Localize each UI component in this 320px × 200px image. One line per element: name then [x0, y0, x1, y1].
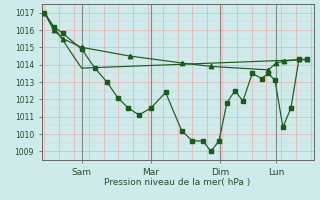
X-axis label: Pression niveau de la mer( hPa ): Pression niveau de la mer( hPa ): [104, 178, 251, 187]
